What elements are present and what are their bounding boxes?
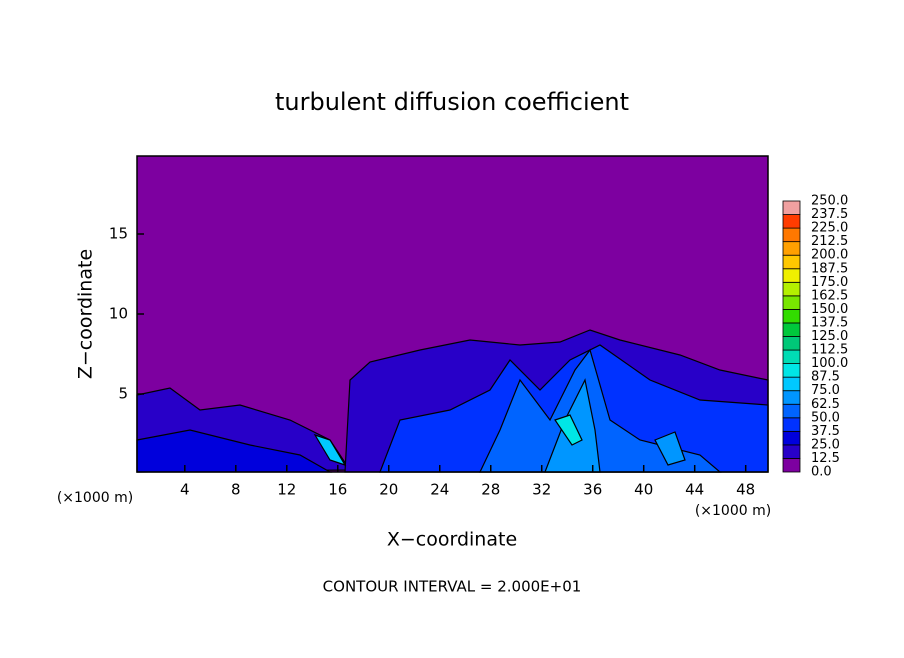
x-tick-label: 24 (430, 481, 449, 499)
colorbar-label: 62.5 (811, 397, 840, 412)
colorbar-box (782, 241, 801, 256)
y-axis-label: Z−coordinate (75, 249, 97, 379)
x-tick-label: 40 (634, 481, 653, 499)
colorbar-label: 212.5 (811, 234, 848, 249)
x-unit-label: (×1000 m) (695, 503, 771, 519)
colorbar-box (782, 281, 801, 297)
colorbar-box (782, 268, 801, 283)
field-region (313, 433, 347, 467)
x-tick-label: 20 (379, 481, 398, 499)
colorbar-label: 75.0 (811, 383, 840, 398)
x-tick-label: 32 (532, 481, 551, 499)
colorbar-label: 150.0 (811, 302, 848, 317)
x-unit-label: (×1000 m) (57, 490, 133, 506)
colorbar-label: 125.0 (811, 329, 848, 344)
colorbar-box (782, 417, 801, 432)
colorbar-label: 87.5 (811, 370, 840, 385)
colorbar-label: 162.5 (811, 288, 848, 303)
x-tick-label: 12 (277, 481, 296, 499)
field-region (654, 431, 686, 466)
colorbar-label: 37.5 (811, 424, 840, 439)
colorbar-box (782, 403, 801, 419)
colorbar-label: 0.0 (811, 465, 832, 480)
colorbar-label: 200.0 (811, 248, 848, 263)
chart-title: turbulent diffusion coefficient (275, 88, 629, 116)
x-axis-label: X−coordinate (387, 529, 517, 551)
colorbar-box (782, 430, 801, 446)
colorbar-box (782, 336, 801, 351)
x-tick-label: 36 (583, 481, 602, 499)
colorbar-label: 100.0 (811, 356, 848, 371)
colorbar-box (782, 458, 801, 473)
field-region (479, 348, 722, 473)
colorbar-box (782, 200, 801, 215)
y-tick-label: 10 (109, 305, 128, 323)
y-tick-label: 5 (118, 385, 128, 403)
colorbar-label: 187.5 (811, 261, 848, 276)
x-tick-label: 4 (180, 481, 190, 499)
colorbar-label: 12.5 (811, 451, 840, 466)
colorbar-box (782, 322, 801, 337)
colorbar-label: 25.0 (811, 437, 840, 452)
colorbar-label: 250.0 (811, 194, 848, 209)
colorbar-label: 237.5 (811, 207, 848, 222)
field (136, 329, 769, 473)
colorbar-box (782, 390, 801, 405)
colorbar-label: 137.5 (811, 315, 848, 330)
colorbar-label: 175.0 (811, 275, 848, 290)
y-tick-label: 15 (109, 225, 128, 243)
colorbar-box (782, 349, 801, 364)
colorbar-box (782, 444, 801, 459)
colorbar-box (782, 376, 801, 392)
colorbar-label: 50.0 (811, 410, 840, 425)
colorbar-label: 112.5 (811, 343, 848, 358)
colorbar-label: 225.0 (811, 221, 848, 236)
x-tick-label: 28 (481, 481, 500, 499)
x-tick-label: 8 (231, 481, 241, 499)
colorbar-box (782, 227, 801, 243)
field-region (554, 414, 583, 446)
colorbar-box (782, 363, 801, 378)
footer-note: CONTOUR INTERVAL = 2.000E+01 (323, 578, 582, 596)
colorbar-box (782, 214, 801, 229)
x-tick-label: 16 (328, 481, 347, 499)
colorbar-box (782, 295, 801, 310)
x-tick-label: 48 (736, 481, 755, 499)
colorbar-box (782, 308, 801, 324)
x-tick-label: 44 (685, 481, 704, 499)
colorbar-box (782, 254, 801, 270)
